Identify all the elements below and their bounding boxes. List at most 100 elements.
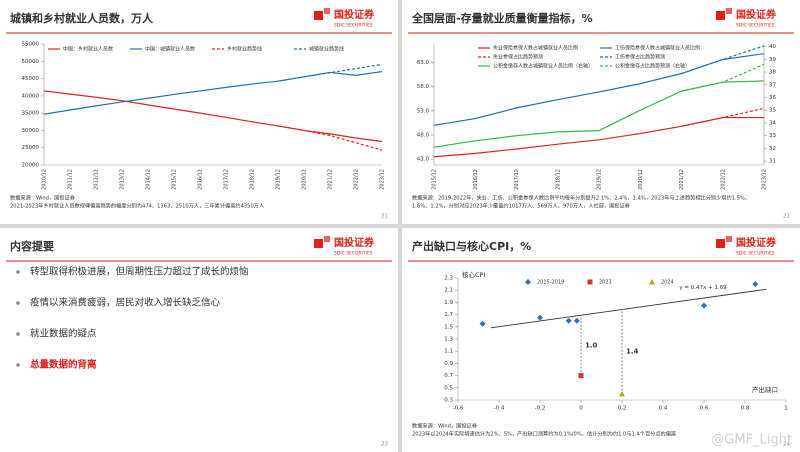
legend-marker <box>649 279 655 285</box>
x-axis-label: 产出缺口 <box>752 385 778 394</box>
x-tick-label: 2016/12 <box>473 169 479 190</box>
y2-tick-label: 39 <box>769 57 776 63</box>
legend-marker <box>587 279 593 285</box>
x-tick-label: 2019/12 <box>597 169 603 190</box>
y-tick-label: 30000 <box>22 128 40 134</box>
y-tick-label: 1.9 <box>444 300 453 306</box>
x-tick-label: 1 <box>784 406 788 412</box>
logo-name: 国投证券 <box>334 8 375 21</box>
x-tick-label: 2016/12 <box>198 169 204 190</box>
series-line <box>433 53 765 126</box>
logo-icon <box>314 239 323 248</box>
y-tick-label: 2.1 <box>444 288 453 294</box>
slide-title: 全国层面-存量就业质量衡量指标，% <box>411 11 593 25</box>
logo-icon <box>716 11 725 20</box>
x-tick-label: 0.8 <box>741 406 750 412</box>
source-note: 数据来源：Wind，国投证券 <box>10 194 76 202</box>
series-line <box>433 116 764 158</box>
legend-label: 乡村就业趋势线 <box>227 46 262 53</box>
y-tick-label: 50000 <box>22 59 40 65</box>
watermark: @GMF_Light <box>711 433 792 448</box>
gap-label: 1.0 <box>585 341 598 349</box>
y-tick-label: 1.5 <box>444 324 453 330</box>
x-tick-label: 0.2 <box>618 406 627 412</box>
y2-tick-label: 32 <box>769 146 776 152</box>
point <box>578 373 584 379</box>
logo-icon <box>726 8 732 14</box>
slide-background <box>0 228 398 452</box>
trendline-label: y = 0.47x + 1.69 <box>679 285 727 291</box>
legend-label: 失业参保占比趋势预测 <box>493 54 543 61</box>
y-tick-label: 63.0 <box>417 60 430 66</box>
series-line <box>43 70 383 115</box>
slide-title: 内容提要 <box>10 239 54 253</box>
legend-label: 2024 <box>661 280 674 286</box>
page-number: 21 <box>381 214 388 220</box>
x-tick-label: 2010/12 <box>42 169 48 190</box>
gap-label: 1.4 <box>626 348 639 356</box>
logo-icon <box>716 239 725 248</box>
y-tick-label: 2.3 <box>444 276 453 282</box>
y-tick-label: 1.3 <box>444 337 453 343</box>
point <box>752 281 759 288</box>
bullet-dot <box>16 270 20 274</box>
legend-label: 公积金缴存占比趋势预测（右轴） <box>615 63 690 70</box>
page-number: 24 <box>783 442 790 448</box>
y-tick-label: 0.5 <box>444 385 453 391</box>
source-note: 数据来源：2019-2022年，失业、工伤、公积金参保人数比例平均每年分别提升2… <box>412 194 750 202</box>
slide-title: 产出缺口与核心CPI，% <box>412 239 531 253</box>
x-tick-label: 2015/12 <box>432 169 438 190</box>
x-tick-label: 2021/12 <box>679 169 685 190</box>
x-tick-label: 2021/12 <box>328 169 334 190</box>
bullet-dot <box>16 301 20 305</box>
point <box>573 317 580 324</box>
y-tick-label: 20000 <box>22 163 40 169</box>
y-tick-label: 48.0 <box>417 132 430 138</box>
legend-label: 中国：城镇就业人员数 <box>145 46 195 53</box>
logo-name: 国投证券 <box>736 236 777 249</box>
x-tick-label: 2022/12 <box>720 169 726 190</box>
footnote: 1.6%、1.2%，分别对应2023年少覆盖约1017万人、569万人、970万… <box>412 202 631 210</box>
page-number: 22 <box>783 214 790 220</box>
y-tick-label: 35000 <box>22 111 40 117</box>
x-tick-label: 0.4 <box>659 406 668 412</box>
y-tick-label: 43.0 <box>417 157 430 163</box>
legend-label: 2023 <box>599 280 612 286</box>
logo-en: SDIC SECURITIES <box>334 23 373 29</box>
x-tick-label: 2011/12 <box>68 169 74 190</box>
y-tick-label: 0.9 <box>444 361 453 367</box>
x-tick-label: -0.4 <box>494 406 505 412</box>
series-line <box>277 125 383 151</box>
slide-background <box>0 0 398 224</box>
logo-en: SDIC SECURITIES <box>736 251 775 257</box>
footnote: 2021-2023年乡村就业人员数规律偏离趋势的幅度分别为474、1363、25… <box>10 202 264 210</box>
x-tick-label: 2012/12 <box>94 169 100 190</box>
point <box>701 302 707 309</box>
x-tick-label: 2018/12 <box>250 169 256 190</box>
x-tick-label: 2013/12 <box>120 169 126 190</box>
x-tick-label: -0.2 <box>535 406 546 412</box>
x-tick-label: 0.6 <box>700 406 709 412</box>
bullet-text: 就业数据的疑点 <box>30 328 97 340</box>
y-tick-label: 53.0 <box>417 108 430 114</box>
x-tick-label: 0 <box>579 406 583 412</box>
legend-label: 中国：乡村就业人员数 <box>63 46 113 53</box>
x-tick-label: -0.6 <box>453 406 464 412</box>
legend-marker <box>525 279 531 285</box>
logo-name: 国投证券 <box>736 8 777 21</box>
x-tick-label: 2023/12 <box>380 169 386 190</box>
y2-tick-label: 40 <box>769 44 776 50</box>
y2-tick-label: 36 <box>769 95 776 101</box>
bullet-text: 疫情以来消费疲弱，居民对收入增长缺乏信心 <box>30 297 221 309</box>
logo-icon <box>324 236 330 242</box>
bullet-dot <box>16 363 20 367</box>
x-tick-label: 2019/12 <box>276 169 282 190</box>
point <box>537 314 543 321</box>
page-number: 23 <box>381 442 388 448</box>
series-line <box>681 63 765 92</box>
y-tick-label: 25000 <box>22 145 40 151</box>
slide-background <box>402 0 800 224</box>
slide: 城镇和乡村就业人员数，万人 国投证券 SDIC SECURITIES 21 数据来源：W… <box>0 0 398 224</box>
legend-label: 失业保险参保人数占城镇就业人员比例 <box>493 45 578 52</box>
